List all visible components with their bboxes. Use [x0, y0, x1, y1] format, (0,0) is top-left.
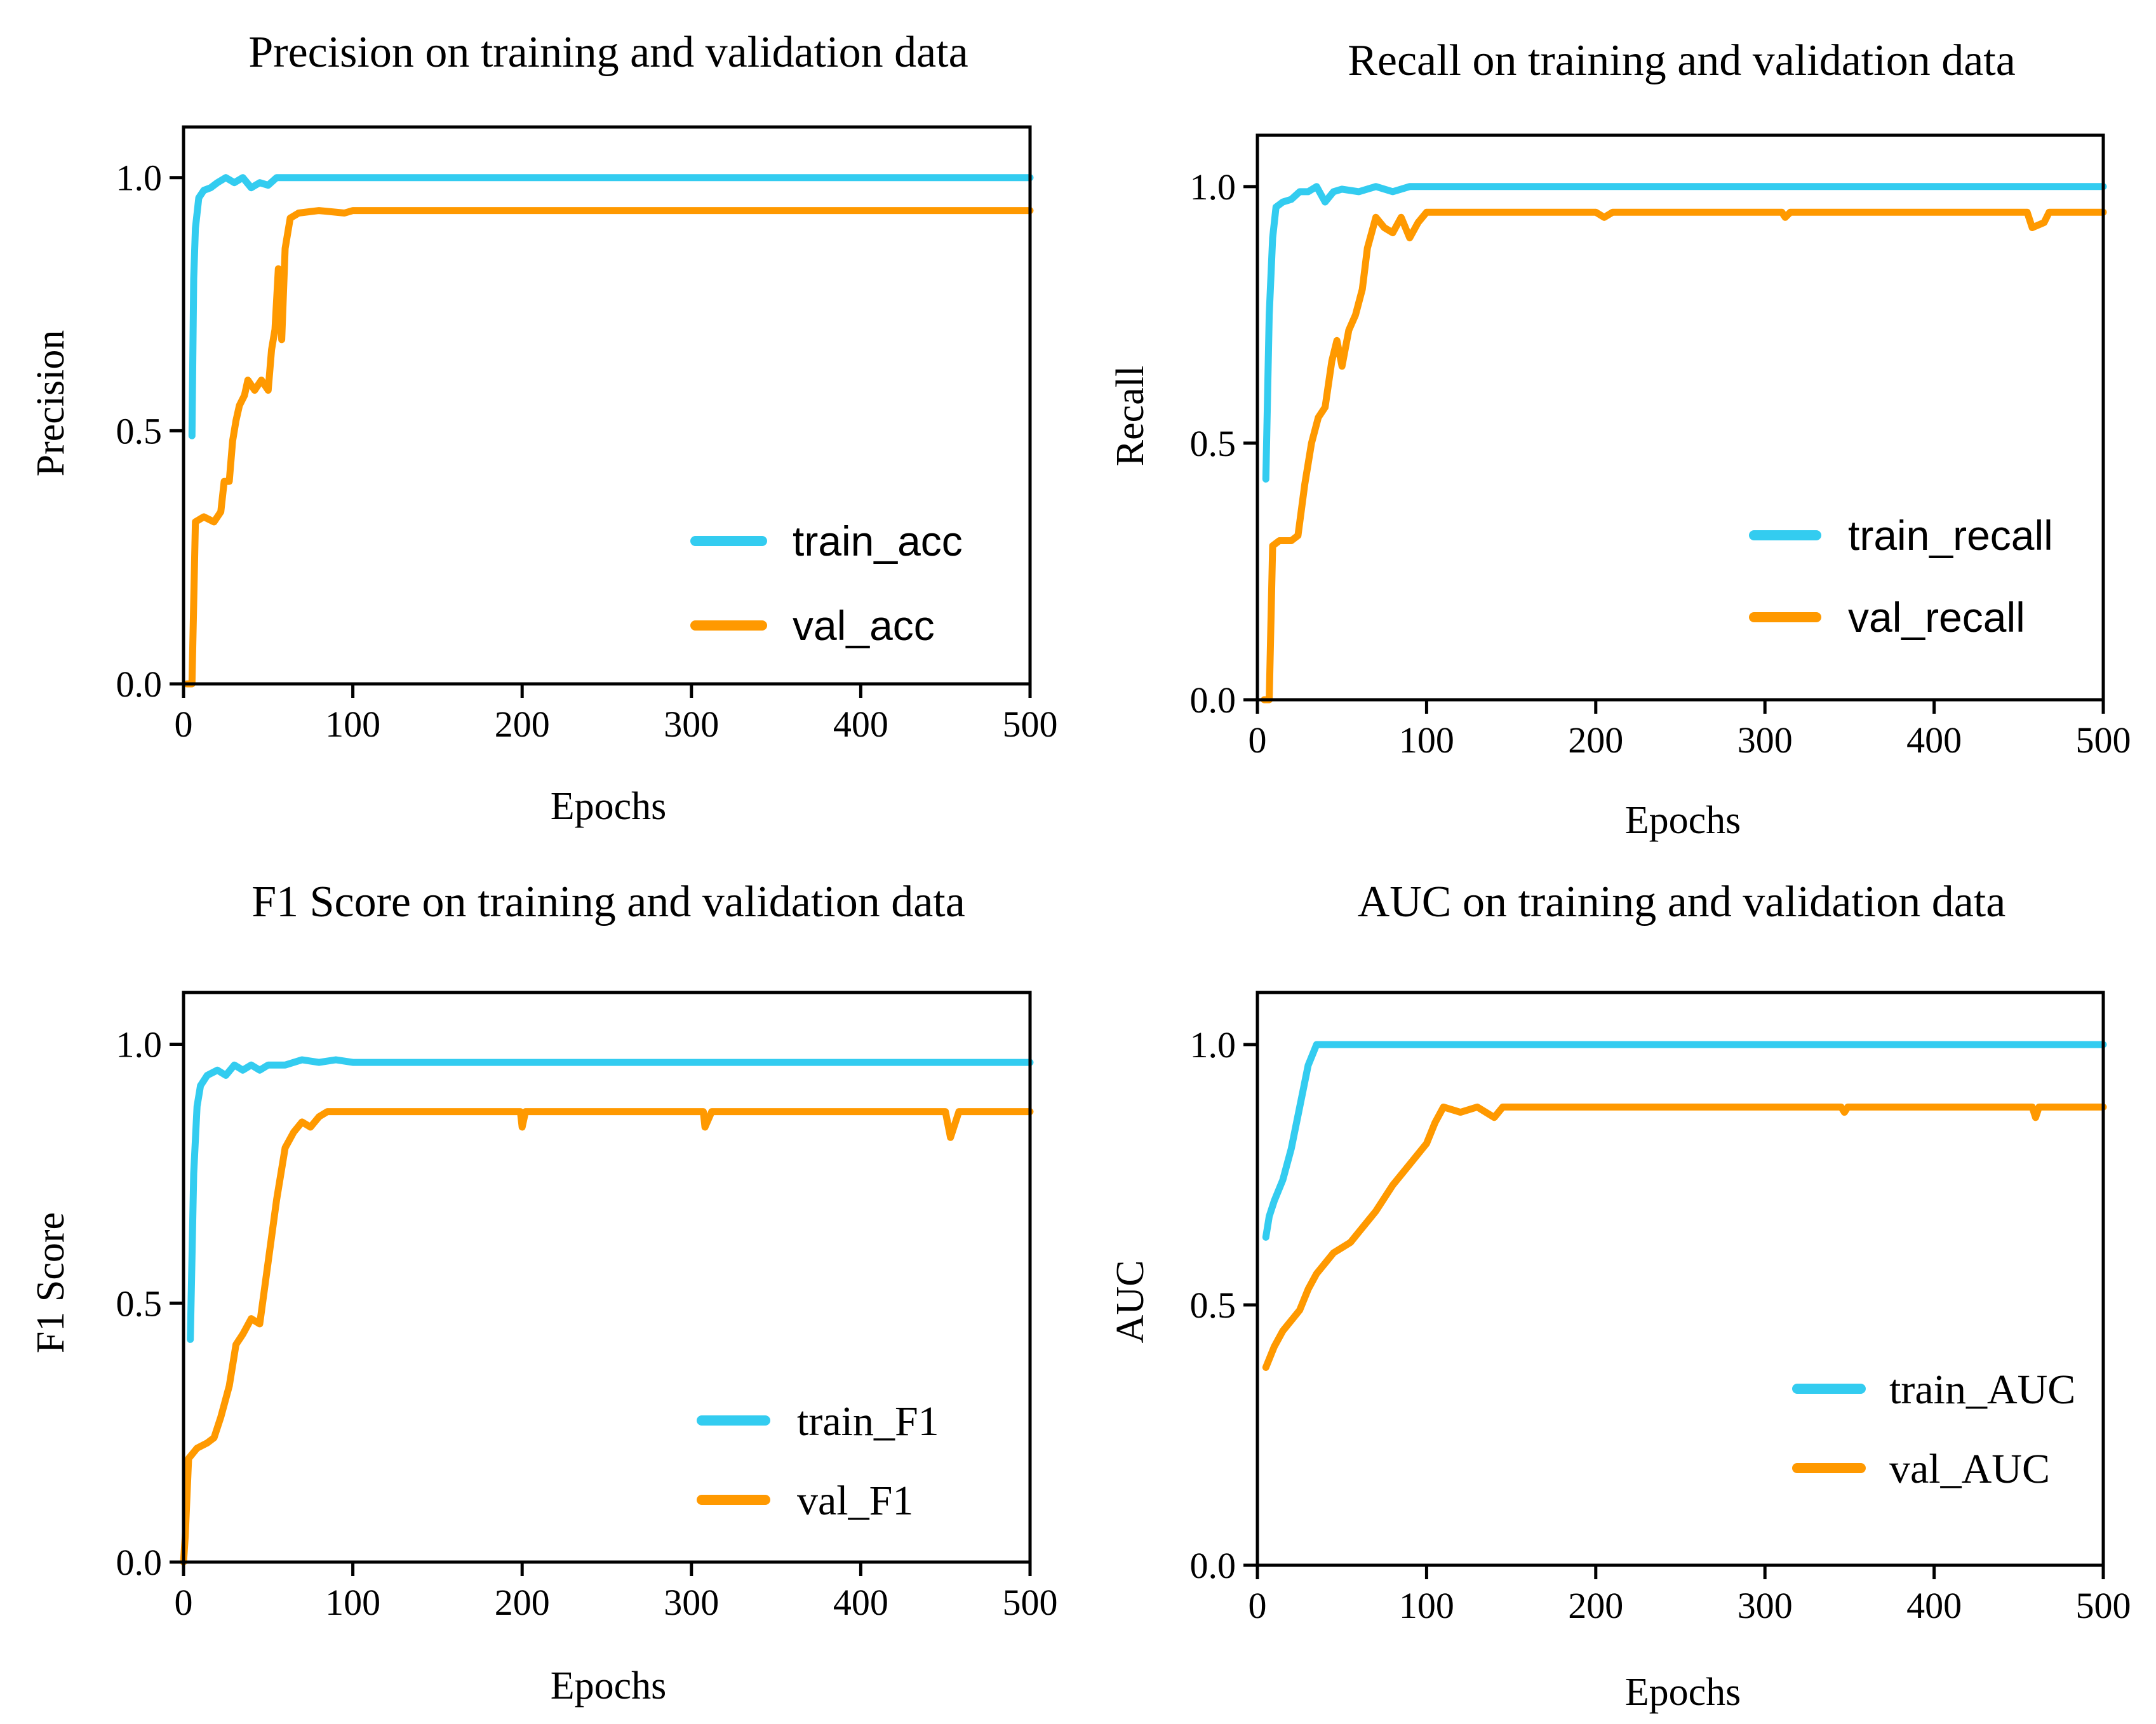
x-tick-label: 200 — [1568, 1585, 1623, 1626]
plot-area: 0 100 200 300 400 500 0.0 0.5 1.0 — [116, 991, 1058, 1623]
plot-frame — [1255, 133, 2105, 702]
y-tick-label: 0.5 — [1190, 423, 1236, 464]
plot-area: 0 100 200 300 400 500 0.0 0.5 1.0 — [1190, 991, 2131, 1626]
x-tick-label: 400 — [1906, 719, 1962, 761]
y-tick-label: 0.0 — [116, 664, 163, 705]
legend: train_F1 val_F1 — [697, 1398, 939, 1524]
series-line-train_F1 — [187, 1056, 1034, 1343]
y-tick-label: 0.0 — [116, 1542, 163, 1583]
x-tick-label: 400 — [833, 1582, 888, 1623]
y-tick-label: 0.5 — [116, 410, 163, 451]
series-line-train_AUC — [1262, 1041, 2107, 1241]
x-tick-label: 100 — [325, 1582, 380, 1623]
x-tick-label: 0 — [1249, 1585, 1267, 1626]
panel-f1: F1 Score on training and validation data… — [29, 878, 1058, 1707]
y-axis-label: Recall — [1109, 366, 1152, 466]
series-line-train_recall — [1262, 183, 2107, 483]
legend-label-val: val_AUC — [1889, 1446, 2050, 1492]
panel-precision: Precision on training and validation dat… — [29, 28, 1058, 828]
legend-label-val: val_acc — [793, 602, 935, 649]
x-tick-label: 200 — [495, 704, 550, 745]
x-tick-label: 0 — [1249, 719, 1267, 761]
panel-recall: Recall on training and validation data R… — [1109, 36, 2131, 842]
x-tick-label: 400 — [1906, 1585, 1962, 1626]
x-tick-label: 500 — [2076, 719, 2131, 761]
chart-title: AUC on training and validation data — [1358, 878, 2006, 926]
y-tick-label: 1.0 — [116, 157, 163, 199]
legend-label-val: val_recall — [1848, 594, 2025, 641]
y-tick-label: 0.0 — [1190, 679, 1236, 721]
plot-area: 0 100 200 300 400 500 0.0 0.5 1.0 — [116, 125, 1058, 745]
x-tick-label: 500 — [1003, 1582, 1058, 1623]
y-axis-label: AUC — [1109, 1260, 1152, 1344]
x-tick-label: 300 — [664, 704, 719, 745]
x-tick-label: 300 — [1738, 1585, 1793, 1626]
y-tick-label: 1.0 — [1190, 166, 1236, 208]
x-tick-label: 500 — [1003, 704, 1058, 745]
plot-area: 0 100 200 300 400 500 0.0 0.5 1.0 — [1190, 133, 2131, 761]
x-axis-label: Epochs — [1625, 1671, 1741, 1714]
legend: train_AUC val_AUC — [1792, 1367, 2075, 1492]
x-tick-label: 500 — [2076, 1585, 2131, 1626]
y-tick-label: 0.5 — [116, 1283, 163, 1324]
y-axis-label: F1 Score — [29, 1212, 72, 1353]
x-tick-label: 100 — [1399, 1585, 1454, 1626]
plot-frame — [182, 991, 1032, 1564]
x-tick-label: 300 — [664, 1582, 719, 1623]
series-line-val_recall — [1261, 208, 2107, 704]
plot-frame — [1255, 991, 2105, 1567]
series-line-val_acc — [183, 207, 1034, 688]
y-axis-label: Precision — [29, 330, 72, 477]
legend-label-train: train_AUC — [1889, 1367, 2075, 1413]
y-tick-label: 0.0 — [1190, 1545, 1236, 1586]
plot-frame — [182, 125, 1032, 686]
legend: train_recall val_recall — [1749, 512, 2053, 641]
x-tick-label: 100 — [1399, 719, 1454, 761]
chart-title: F1 Score on training and validation data — [251, 878, 965, 926]
series-line-val_F1 — [180, 1108, 1034, 1566]
legend-label-train: train_recall — [1848, 512, 2053, 559]
chart-title: Precision on training and validation dat… — [248, 28, 968, 77]
x-tick-label: 300 — [1738, 719, 1793, 761]
x-tick-label: 0 — [175, 1582, 193, 1623]
x-tick-label: 0 — [175, 704, 193, 745]
legend-label-train: train_F1 — [797, 1398, 939, 1445]
y-tick-label: 1.0 — [1190, 1024, 1236, 1066]
chart-title: Recall on training and validation data — [1348, 36, 2016, 85]
x-tick-label: 200 — [1568, 719, 1623, 761]
legend-label-val: val_F1 — [797, 1478, 913, 1524]
y-tick-label: 1.0 — [116, 1024, 163, 1066]
x-tick-label: 100 — [325, 704, 380, 745]
panel-auc: AUC on training and validation data AUC … — [1109, 878, 2131, 1714]
x-axis-label: Epochs — [1625, 799, 1741, 842]
series-line-val_AUC — [1262, 1103, 2107, 1371]
legend-label-train: train_acc — [793, 518, 963, 565]
x-tick-label: 200 — [495, 1582, 550, 1623]
legend: train_acc val_acc — [690, 518, 963, 649]
x-tick-label: 400 — [833, 704, 888, 745]
series-line-train_acc — [188, 174, 1034, 439]
x-axis-label: Epochs — [551, 1664, 667, 1707]
y-tick-label: 0.5 — [1190, 1285, 1236, 1326]
x-axis-label: Epochs — [551, 785, 667, 828]
